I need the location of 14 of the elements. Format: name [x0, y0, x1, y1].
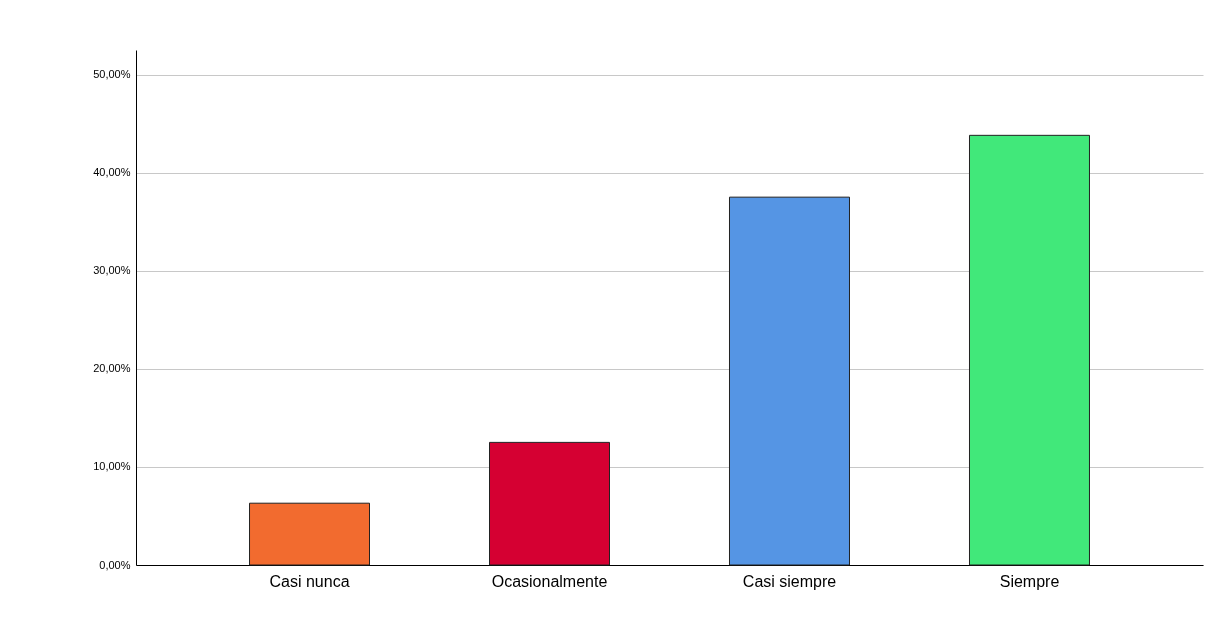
y-tick-label: 0,00% — [99, 558, 131, 571]
bar — [249, 502, 371, 566]
y-tick-label: 50,00% — [93, 68, 131, 81]
x-tick-label: Ocasionalmente — [491, 572, 608, 590]
y-tick-label: 30,00% — [93, 264, 131, 277]
y-tick-label: 10,00% — [93, 460, 131, 473]
y-tick-label: 40,00% — [93, 166, 131, 179]
x-tick-label: Casi siempre — [742, 572, 837, 590]
x-tick-label: Siempre — [999, 572, 1060, 590]
bar — [729, 196, 850, 566]
bar — [489, 441, 610, 566]
y-tick-label: 20,00% — [93, 362, 131, 375]
x-tick-label: Casi nunca — [269, 572, 350, 590]
bar — [968, 134, 1090, 566]
